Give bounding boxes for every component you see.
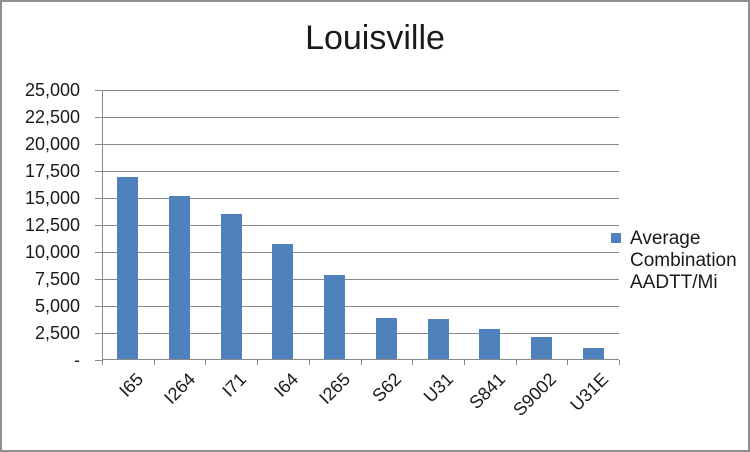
x-tick (205, 360, 206, 365)
x-tick (412, 360, 413, 365)
x-tick (154, 360, 155, 365)
y-tick-label: 22,500 (24, 107, 80, 127)
legend-label-line: Average (630, 228, 701, 249)
gridline (102, 171, 619, 172)
legend-label: Average Combination AADTT/Mi (630, 228, 737, 294)
gridline (102, 144, 619, 145)
x-axis-line (102, 359, 619, 360)
y-tick-label: 7,500 (34, 269, 80, 289)
y-tick (95, 117, 102, 118)
y-tick-label: 2,500 (34, 323, 80, 343)
x-tick (102, 360, 103, 365)
x-tick (516, 360, 517, 365)
bar-U31[interactable] (428, 319, 449, 360)
y-tick-label: - (74, 350, 80, 370)
y-tick (95, 90, 102, 91)
y-axis-line (102, 90, 103, 360)
y-tick-label: 17,500 (24, 161, 80, 181)
y-tick (95, 225, 102, 226)
x-tick (567, 360, 568, 365)
x-tick (257, 360, 258, 365)
x-tick (464, 360, 465, 365)
x-tick (619, 360, 620, 365)
bar-I64[interactable] (272, 244, 293, 360)
legend-marker-icon (611, 233, 621, 243)
bar-U31E[interactable] (583, 348, 604, 360)
chart-title[interactable]: Louisville (305, 19, 445, 57)
x-tick (361, 360, 362, 365)
legend-label-line: AADTT/Mi (630, 272, 718, 293)
y-tick-label: 15,000 (24, 188, 80, 208)
gridline (102, 117, 619, 118)
x-tick (309, 360, 310, 365)
y-tick (95, 360, 102, 361)
y-tick (95, 333, 102, 334)
y-tick (95, 198, 102, 199)
plot-area (102, 90, 619, 360)
y-tick-label: 10,000 (24, 242, 80, 262)
bar-I265[interactable] (324, 275, 345, 360)
y-tick (95, 306, 102, 307)
y-tick (95, 171, 102, 172)
y-tick (95, 144, 102, 145)
legend[interactable]: Average Combination AADTT/Mi (611, 228, 737, 294)
bar-S62[interactable] (376, 318, 397, 360)
bar-I65[interactable] (117, 177, 138, 360)
bar-I264[interactable] (169, 196, 190, 360)
bar-S841[interactable] (479, 329, 500, 360)
legend-label-line: Combination (630, 250, 737, 271)
y-tick (95, 252, 102, 253)
y-tick-label: 5,000 (34, 296, 80, 316)
bar-S9002[interactable] (531, 337, 552, 360)
y-tick (95, 279, 102, 280)
y-tick-label: 20,000 (24, 134, 80, 154)
gridline (102, 90, 619, 91)
y-tick-label: 12,500 (24, 215, 80, 235)
y-tick-label: 25,000 (24, 80, 80, 100)
bar-I71[interactable] (221, 214, 242, 360)
